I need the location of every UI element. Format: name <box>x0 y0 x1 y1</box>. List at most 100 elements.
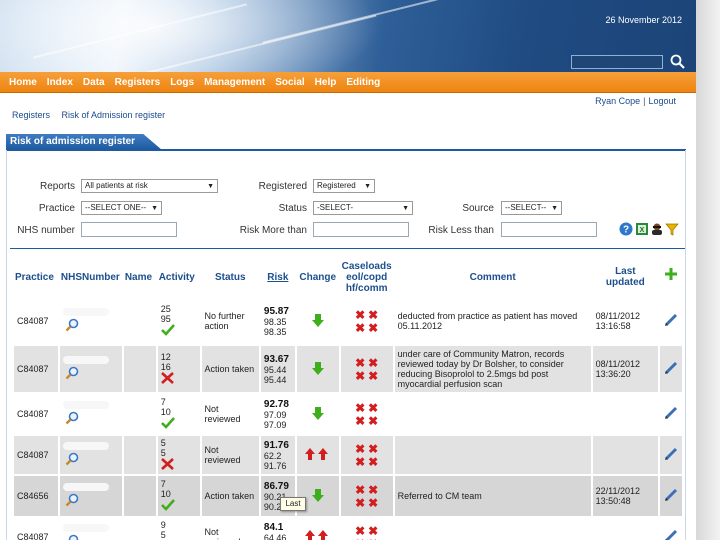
nav-management[interactable]: Management <box>204 76 266 88</box>
caseload-comm-cross-icon[interactable]: ✖ <box>368 320 379 335</box>
nav-data[interactable]: Data <box>82 76 105 88</box>
nav-home[interactable]: Home <box>9 76 37 88</box>
filter-icon[interactable] <box>665 222 679 236</box>
name-cell <box>123 394 156 434</box>
caseload-comm-cross-icon[interactable]: ✖ <box>367 538 379 540</box>
reports-select[interactable]: All patients at risk ▼ <box>81 179 218 193</box>
dropdown-arrow-icon: ▼ <box>151 205 158 212</box>
nhs-number-input[interactable] <box>81 222 177 237</box>
header-banner: 26 November 2012 <box>0 0 696 72</box>
caseload-hf-cross-icon[interactable]: ✖ <box>355 368 366 383</box>
magnifier-icon[interactable] <box>65 411 79 425</box>
excel-export-icon[interactable]: X <box>635 222 649 236</box>
caseload-hf-cross-icon[interactable]: ✖ <box>354 538 366 540</box>
activity-cell: 12 16 <box>157 346 200 392</box>
risk-cell: 91.76 62.2 91.76 <box>260 436 295 474</box>
edit-pencil-icon[interactable] <box>664 488 678 502</box>
user-link-separator: | <box>643 96 646 106</box>
caseload-hf-cross-icon[interactable]: ✖ <box>355 320 366 335</box>
registered-select-value: Registered <box>317 181 356 190</box>
caseload-hf-cross-icon[interactable]: ✖ <box>355 454 366 469</box>
edit-cell <box>660 298 682 344</box>
redacted-nhs-number <box>62 524 109 532</box>
caseload-copd-cross-icon[interactable]: ✖ <box>368 355 379 370</box>
magnifier-icon[interactable] <box>65 366 79 380</box>
svg-text:?: ? <box>623 225 629 236</box>
magnifier-icon[interactable] <box>65 493 79 507</box>
activity-count-1: 25 <box>160 304 171 314</box>
practice-cell: C84087 <box>14 346 58 392</box>
caseload-comm-cross-icon[interactable]: ✖ <box>368 368 379 383</box>
edit-pencil-icon[interactable] <box>664 529 678 540</box>
nav-editing[interactable]: Editing <box>346 76 381 88</box>
registered-select[interactable]: Registered ▼ <box>313 179 375 193</box>
nav-help[interactable]: Help <box>314 76 337 88</box>
search-icon[interactable] <box>668 53 688 71</box>
check-icon <box>160 499 175 511</box>
redacted-nhs-number <box>62 356 109 364</box>
nav-social[interactable]: Social <box>275 76 305 88</box>
caseload-eol-cross-icon[interactable]: ✖ <box>355 355 366 370</box>
caseload-hf-cross-icon[interactable]: ✖ <box>355 495 366 510</box>
practice-select[interactable]: --SELECT ONE-- ▼ <box>81 201 162 215</box>
caseload-eol-cross-icon[interactable]: ✖ <box>355 482 366 497</box>
magnifier-icon[interactable] <box>65 452 79 466</box>
risk-previous: 62.2 <box>263 450 282 461</box>
magnifier-icon[interactable] <box>65 534 79 540</box>
risk-less-input[interactable] <box>501 222 597 237</box>
breadcrumb-risk-register[interactable]: Risk of Admission register <box>61 110 166 120</box>
column-header-risk[interactable]: Risk <box>267 271 289 283</box>
status-select[interactable]: -SELECT- ▼ <box>313 201 413 215</box>
user-search-icon[interactable] <box>650 222 664 236</box>
caseload-comm-cross-icon[interactable]: ✖ <box>368 495 379 510</box>
nhs-number-cell <box>59 394 122 434</box>
caseload-comm-cross-icon[interactable]: ✖ <box>368 413 379 428</box>
last-updated-cell <box>592 436 659 474</box>
edit-cell <box>660 436 682 474</box>
dropdown-arrow-icon: ▼ <box>402 205 409 212</box>
status-cell: Action taken <box>201 476 259 516</box>
breadcrumb-registers[interactable]: Registers <box>12 110 51 120</box>
add-icon[interactable] <box>665 267 678 280</box>
caseloads-cell: ✖✖✖✖ <box>340 518 393 540</box>
caseload-copd-cross-icon[interactable]: ✖ <box>368 523 379 538</box>
change-cell <box>296 394 339 434</box>
updated-time: 13:50:48 <box>595 496 631 506</box>
caseload-copd-cross-icon[interactable]: ✖ <box>368 400 379 415</box>
nhs-number-cell <box>59 436 122 474</box>
nhs-number-label: NHS number <box>17 225 75 236</box>
nav-registers[interactable]: Registers <box>114 76 161 88</box>
edit-pencil-icon[interactable] <box>664 406 678 420</box>
source-select[interactable]: --SELECT-- ▼ <box>501 201 562 215</box>
edit-pencil-icon[interactable] <box>664 313 678 327</box>
edit-pencil-icon[interactable] <box>664 447 678 461</box>
table-row: C84087 12 16 Action taken 93.67 95.44 95.44 ✖ ✖ ✖… <box>14 346 682 392</box>
change-cell <box>296 518 339 540</box>
user-name-link[interactable]: Ryan Cope <box>595 96 641 106</box>
caseload-copd-cross-icon[interactable]: ✖ <box>368 307 379 322</box>
caseload-hf-cross-icon[interactable]: ✖ <box>355 413 366 428</box>
nav-logs[interactable]: Logs <box>170 76 195 88</box>
nav-index[interactable]: Index <box>46 76 73 88</box>
caseload-copd-cross-icon[interactable]: ✖ <box>368 441 379 456</box>
logout-link[interactable]: Logout <box>648 96 676 106</box>
header-search-input[interactable] <box>571 55 663 69</box>
activity-count-1: 7 <box>160 479 166 489</box>
comment-cell: under care of Community Matron, records … <box>394 346 591 392</box>
caseload-eol-cross-icon[interactable]: ✖ <box>355 441 366 456</box>
caseload-eol-cross-icon[interactable]: ✖ <box>355 307 366 322</box>
help-icon[interactable]: ? <box>619 222 633 236</box>
practice-cell: C84087 <box>14 436 58 474</box>
caseload-eol-cross-icon[interactable]: ✖ <box>355 523 366 538</box>
risk-current: 91.76 <box>263 439 289 451</box>
trend-down-arrow-icon <box>311 361 324 375</box>
redacted-nhs-number <box>62 442 109 450</box>
caseload-comm-cross-icon[interactable]: ✖ <box>368 454 379 469</box>
caseload-copd-cross-icon[interactable]: ✖ <box>368 482 379 497</box>
magnifier-icon[interactable] <box>65 318 79 332</box>
comment-cell: deducted from practice as patient has mo… <box>394 298 591 344</box>
caseload-eol-cross-icon[interactable]: ✖ <box>355 400 366 415</box>
edit-pencil-icon[interactable] <box>664 361 678 375</box>
risk-more-input[interactable] <box>313 222 409 237</box>
